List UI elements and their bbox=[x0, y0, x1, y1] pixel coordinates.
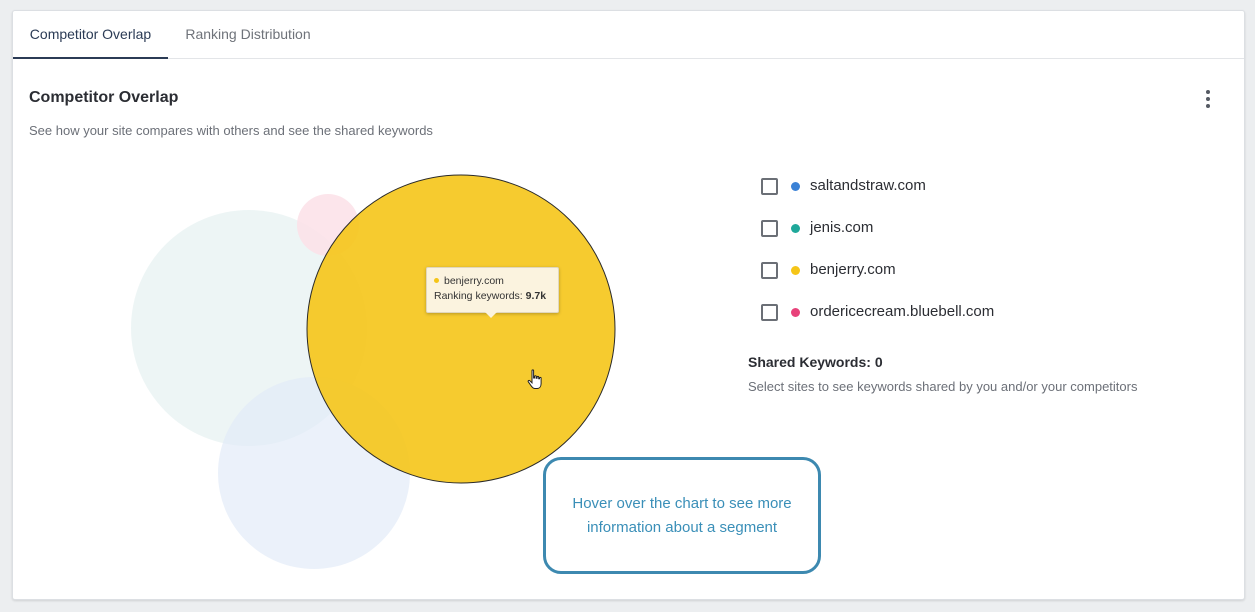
tooltip-site: benjerry.com bbox=[444, 275, 504, 287]
legend-label: benjerry.com bbox=[810, 261, 896, 278]
venn-diagram[interactable] bbox=[13, 11, 1245, 600]
tooltip-color-dot bbox=[434, 277, 439, 283]
panel-subtitle: See how your site compares with others a… bbox=[29, 123, 433, 138]
tab-competitor-overlap[interactable]: Competitor Overlap bbox=[13, 11, 168, 59]
legend-dot bbox=[791, 182, 800, 191]
hand-pointer-icon bbox=[527, 369, 542, 389]
competitor-overlap-card: Competitor Overlap Ranking Distribution … bbox=[12, 10, 1245, 600]
checkbox-bluebell[interactable] bbox=[761, 304, 778, 321]
hover-hint-text: Hover over the chart to see more informa… bbox=[572, 494, 792, 536]
tooltip-metric-label: Ranking keywords: bbox=[434, 290, 523, 302]
venn-circle-benjerry[interactable] bbox=[306, 174, 616, 484]
legend-dot bbox=[791, 224, 800, 233]
shared-keywords-count: Shared Keywords: 0 bbox=[748, 354, 883, 370]
hover-hint-box: Hover over the chart to see more informa… bbox=[543, 457, 821, 574]
checkbox-saltandstraw[interactable] bbox=[761, 178, 778, 195]
checkbox-benjerry[interactable] bbox=[761, 262, 778, 279]
kebab-vertical-icon[interactable] bbox=[1198, 87, 1218, 111]
tab-bar: Competitor Overlap Ranking Distribution bbox=[13, 11, 1244, 59]
legend-dot bbox=[791, 266, 800, 275]
checkbox-jenis[interactable] bbox=[761, 220, 778, 237]
legend-label: ordericecream.bluebell.com bbox=[810, 303, 995, 320]
legend-label: jenis.com bbox=[810, 219, 874, 236]
legend-dot bbox=[791, 308, 800, 317]
panel-title: Competitor Overlap bbox=[29, 89, 179, 106]
chart-tooltip: benjerry.com Ranking keywords: 9.7k bbox=[426, 267, 559, 318]
shared-keywords-description: Select sites to see keywords shared by y… bbox=[748, 379, 1138, 394]
legend-label: saltandstraw.com bbox=[810, 177, 926, 194]
tooltip-metric-value: 9.7k bbox=[525, 290, 547, 302]
tab-ranking-distribution[interactable]: Ranking Distribution bbox=[185, 26, 311, 42]
